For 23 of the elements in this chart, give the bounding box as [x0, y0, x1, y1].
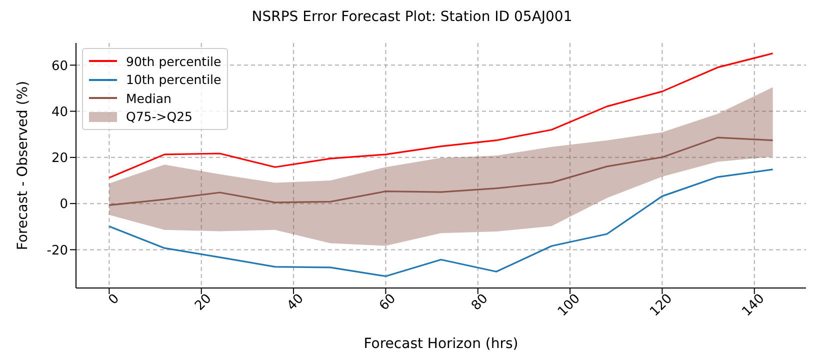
x-tick-label: 40 [284, 291, 307, 314]
y-tick-label: 20 [51, 151, 68, 166]
x-tick-label: 60 [376, 291, 399, 314]
y-tick-label: 0 [60, 197, 68, 212]
legend-label: 10th percentile [126, 72, 222, 88]
x-axis-title: Forecast Horizon (hrs) [364, 336, 518, 352]
y-tick-label: -20 [46, 243, 68, 258]
line-series [108, 168, 774, 278]
legend-label: 90th percentile [126, 54, 222, 69]
y-axis-title: Forecast - Observed (%) [14, 80, 31, 250]
chart-title: NSRPS Error Forecast Plot: Station ID 05AJ001 [250, 8, 574, 26]
legend-label: Median [126, 90, 172, 106]
x-tick-label: 20 [192, 291, 215, 314]
y-tick-label: 60 [51, 58, 68, 74]
x-tick-label: 140 [740, 291, 768, 320]
x-tick-label: 100 [555, 291, 584, 320]
line-series [108, 136, 774, 206]
x-tick-label: 120 [647, 291, 676, 320]
annotation: Q75->Q25 [126, 109, 192, 124]
y-tick-label: 40 [51, 104, 68, 120]
line-series [108, 52, 774, 179]
x-tick-label: 80 [468, 291, 492, 314]
x-tick-label: 0 [106, 291, 122, 308]
